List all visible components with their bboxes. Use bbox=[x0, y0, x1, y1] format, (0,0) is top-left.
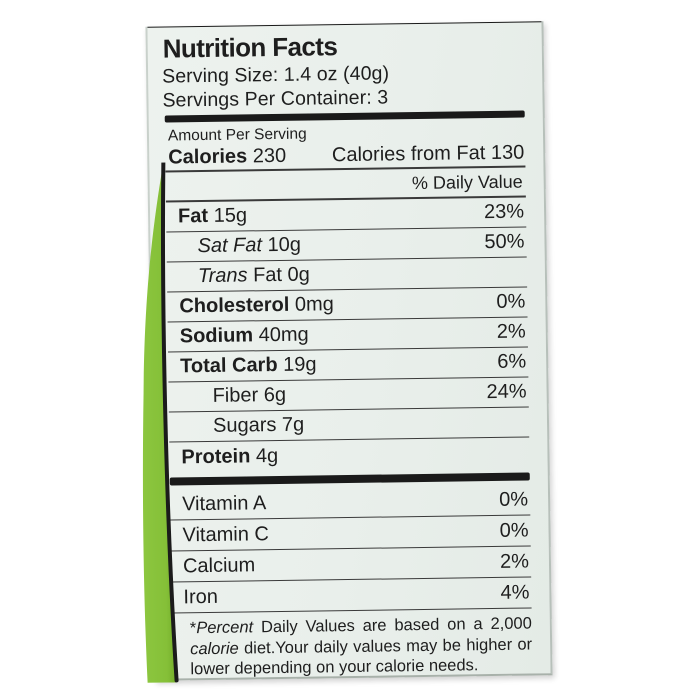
nutrient-name: Sat Fat 10g bbox=[197, 233, 302, 258]
nutrient-daily-value: 50% bbox=[484, 230, 525, 254]
daily-values-footnote: *Percent Daily Values are based on a 2,0… bbox=[189, 614, 533, 679]
vitamin-row: Calcium 2% bbox=[170, 546, 532, 583]
calories-row: Calories 230 Calories from Fat 130 bbox=[168, 141, 524, 171]
vitamin-name: Calcium bbox=[182, 553, 256, 577]
vitamin-daily-value: 0% bbox=[499, 488, 529, 511]
vitamin-row: Vitamin C 0% bbox=[170, 515, 531, 552]
nutrient-row: Protein 4g bbox=[169, 437, 529, 472]
vitamin-row: Iron 4% bbox=[171, 577, 532, 614]
package-panel: Nutrition Facts Serving Size: 1.4 oz (40… bbox=[142, 21, 553, 683]
nutrition-facts-title: Nutrition Facts bbox=[162, 31, 338, 64]
vitamin-name: Vitamin A bbox=[181, 491, 267, 515]
vitamin-daily-value: 2% bbox=[499, 550, 530, 573]
nutrient-name: Cholesterol 0mg bbox=[179, 293, 334, 318]
vitamin-rows: Vitamin A 0% Vitamin C 0% Calcium 2% Iron 4% bbox=[169, 484, 532, 614]
vitamin-name: Vitamin C bbox=[182, 522, 270, 546]
calories-from-fat: Calories from Fat 130 bbox=[331, 141, 525, 167]
vitamin-row: Vitamin A 0% bbox=[169, 484, 531, 521]
nutrient-name: Trans Fat 0g bbox=[197, 263, 310, 288]
nutrient-name: Sugars 7g bbox=[212, 413, 305, 437]
nutrient-name: Total Carb 19g bbox=[180, 353, 317, 378]
vitamin-name: Iron bbox=[183, 585, 219, 608]
servings-per-container-line: Servings Per Container: 3 bbox=[162, 86, 389, 112]
calories-value: Calories 230 bbox=[168, 144, 287, 169]
vitamin-daily-value: 0% bbox=[499, 519, 529, 542]
nutrient-name: Protein 4g bbox=[181, 444, 279, 468]
nutrition-label-content: Nutrition Facts Serving Size: 1.4 oz (40… bbox=[147, 21, 550, 678]
thick-separator-bar-top bbox=[164, 110, 525, 123]
thick-separator-bar-bottom bbox=[169, 472, 530, 486]
nutrient-daily-value: 2% bbox=[496, 320, 526, 343]
nutrient-daily-value: 24% bbox=[486, 380, 527, 404]
nutrient-daily-value: 23% bbox=[483, 200, 525, 224]
nutrient-name: Sodium 40mg bbox=[179, 323, 309, 348]
nutrient-daily-value: 6% bbox=[497, 350, 527, 373]
nutrient-name: Fat 15g bbox=[177, 204, 248, 228]
nutrition-label: Nutrition Facts Serving Size: 1.4 oz (40… bbox=[145, 21, 553, 681]
nutrient-daily-value: 0% bbox=[496, 290, 526, 313]
nutrient-rows: Fat 15g 23% Sat Fat 10g 50% Trans Fat 0g Chol… bbox=[165, 197, 530, 473]
nutrient-name: Fiber 6g bbox=[212, 383, 287, 407]
vitamin-daily-value: 4% bbox=[500, 581, 530, 604]
